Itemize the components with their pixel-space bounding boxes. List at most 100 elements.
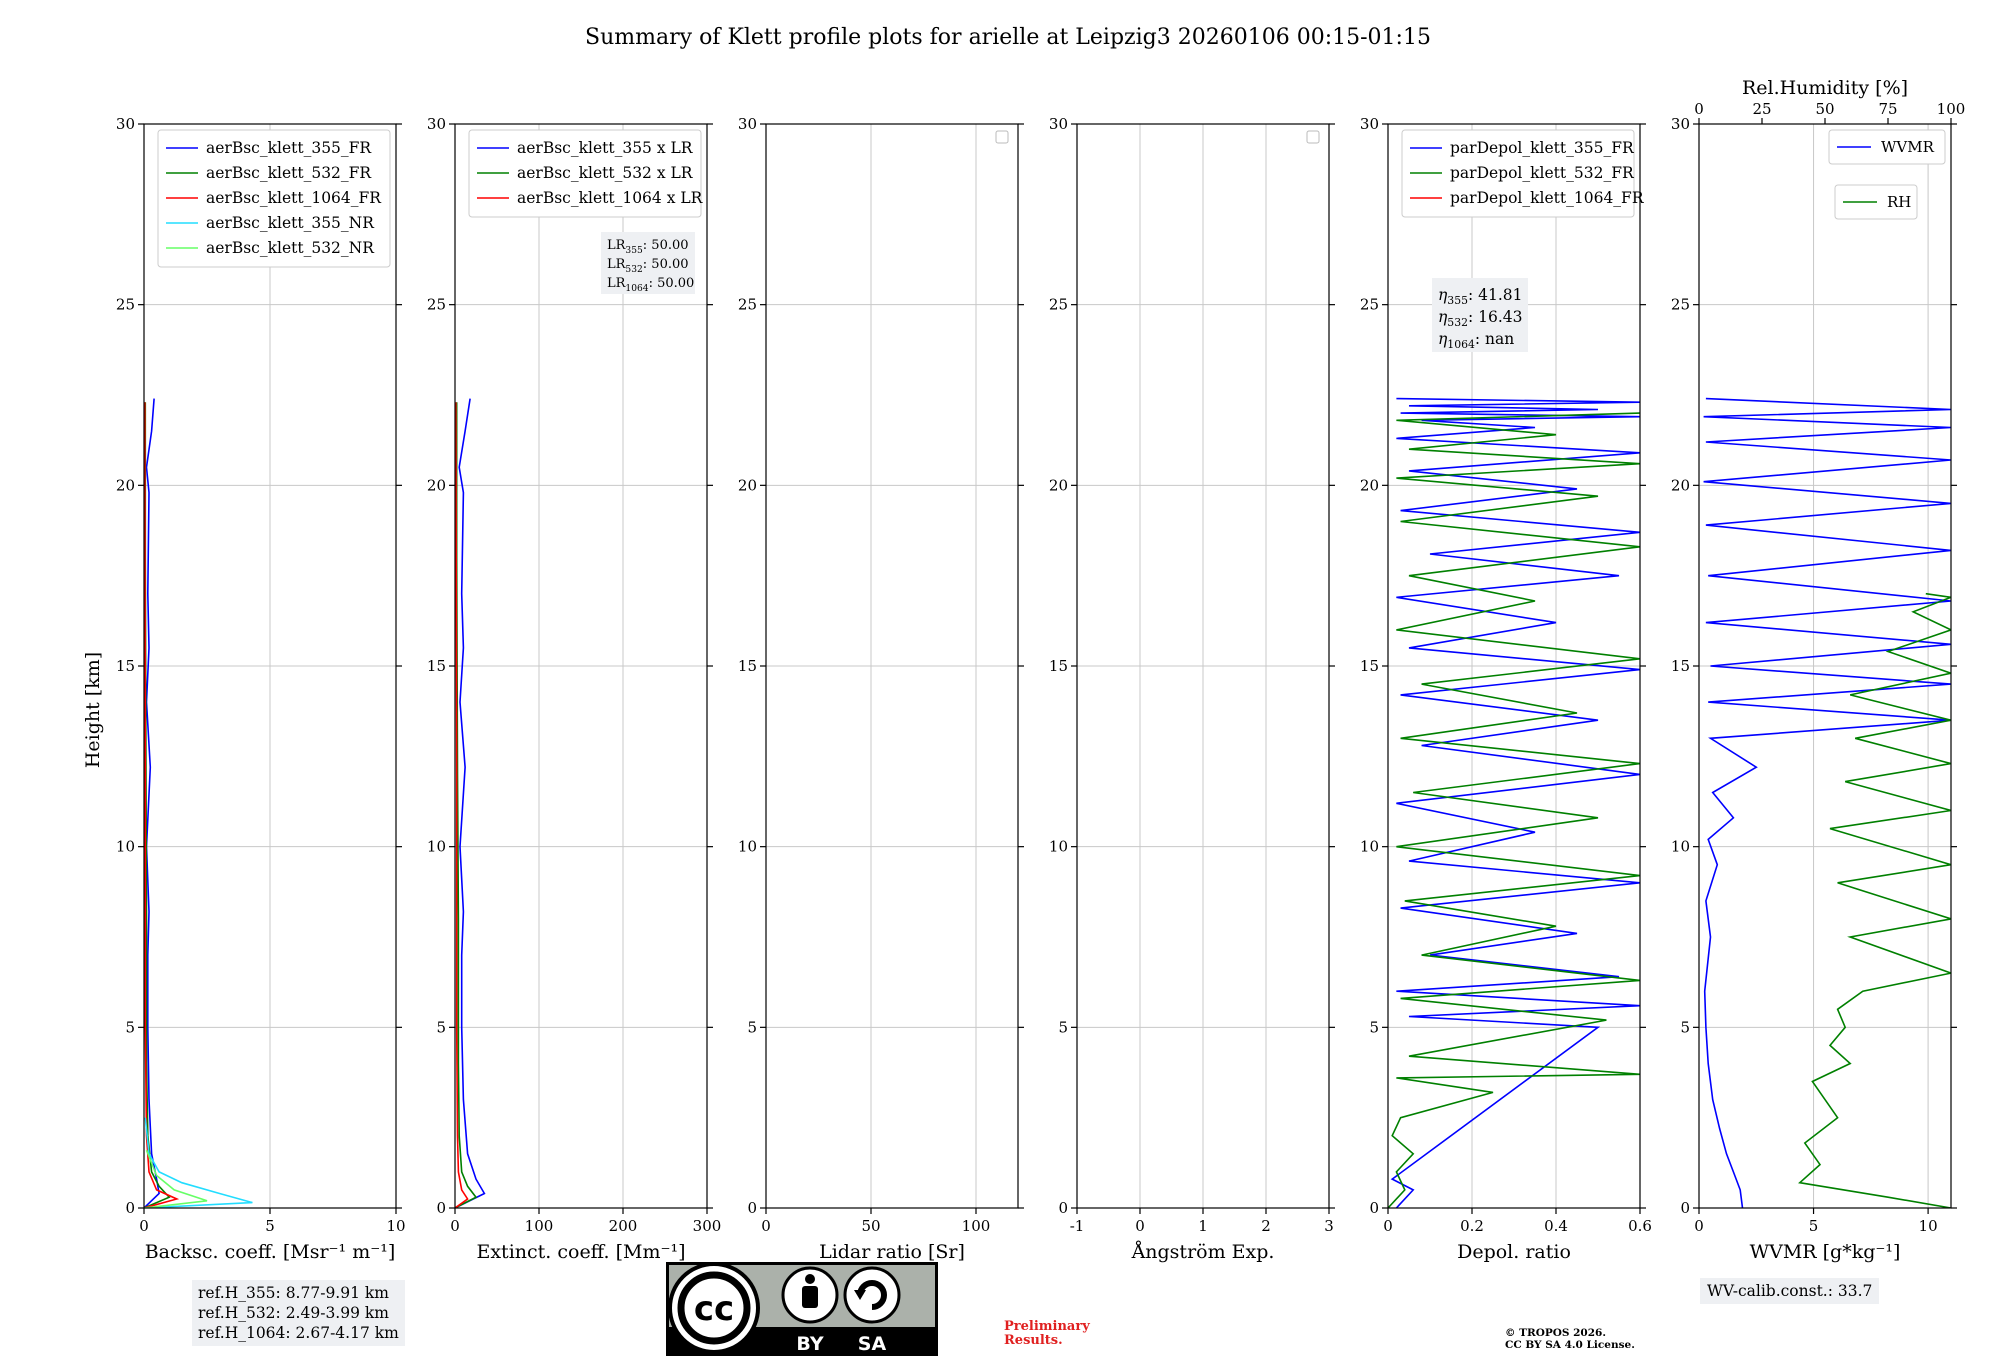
x-tick-label: 0 — [139, 1217, 149, 1235]
legend-WVMR: WVMR — [1828, 129, 1946, 165]
y-tick-label: 5 — [1058, 1018, 1068, 1036]
y-tick-label: 30 — [1671, 115, 1690, 133]
y-tick-label: 10 — [1049, 838, 1068, 856]
legend-label: aerBsc_klett_355 x LR — [517, 139, 694, 157]
copyright-line-2: CC BY SA 4.0 License. — [1505, 1339, 1635, 1351]
copyright-line-1: © TROPOS 2026. — [1505, 1327, 1607, 1339]
y-tick-label: 25 — [427, 296, 446, 314]
legend-label: aerBsc_klett_532_NR — [206, 239, 375, 257]
legend-label: parDepol_klett_1064_FR — [1450, 189, 1645, 207]
eta-value: η355: 41.81 — [1438, 286, 1523, 307]
legend-label: WVMR — [1881, 138, 1935, 156]
legend-box — [468, 129, 702, 218]
x-tick-label: 200 — [609, 1217, 638, 1235]
empty-legend-box — [995, 130, 1009, 144]
y-tick-label: 30 — [738, 115, 757, 133]
top-x-tick-label: 100 — [1937, 100, 1966, 118]
y-tick-label: 30 — [1049, 115, 1068, 133]
top-x-tick-label: 50 — [1815, 100, 1834, 118]
series-line-parDepol_klett_532_FR — [1388, 412, 1640, 1208]
legend-label: parDepol_klett_532_FR — [1450, 164, 1635, 182]
legend-RH: RH — [1834, 184, 1918, 220]
x-tick-label: 0 — [1135, 1217, 1145, 1235]
ref-height-532: ref.H_532: 2.49-3.99 km — [198, 1304, 389, 1322]
y-tick-label: 0 — [1680, 1199, 1690, 1217]
lidar-ratio-value: LR532: 50.00 — [607, 257, 689, 275]
y-tick-label: 25 — [1360, 296, 1379, 314]
series-line-WVMR — [1703, 397, 1951, 1208]
y-tick-label: 0 — [1058, 1199, 1068, 1217]
lidar-ratio-value: LR1064: 50.00 — [607, 276, 694, 294]
x-tick-label: 0.2 — [1460, 1217, 1484, 1235]
y-tick-label: 20 — [1671, 476, 1690, 494]
cc-by-sa-badge-icon: cc BY SA — [666, 1262, 938, 1356]
legend-box — [1401, 129, 1635, 218]
x-tick-label: 0.4 — [1544, 1217, 1568, 1235]
x-tick-label: 5 — [265, 1217, 275, 1235]
legend-box — [157, 129, 391, 268]
series-line-aerBsc_klett_532 x LR — [455, 402, 478, 1208]
x-tick-label: 2 — [1261, 1217, 1271, 1235]
y-tick-label: 0 — [436, 1199, 446, 1217]
x-tick-label: -1 — [1070, 1217, 1085, 1235]
ref-height-355: ref.H_355: 8.77-9.91 km — [198, 1284, 389, 1302]
preliminary-line-1: Preliminary — [1004, 1319, 1090, 1334]
legend-label: aerBsc_klett_355_NR — [206, 214, 375, 232]
panel-depolarization: 0 0.2 0.4 0.6 0 5 10 15 20 25 30 Depol. ratio parDep… — [1360, 115, 1652, 1263]
legend: parDepol_klett_355_FR parDepol_klett_532_… — [1401, 129, 1645, 218]
legend-label: aerBsc_klett_532 x LR — [517, 164, 694, 182]
x-axis-label: Extinct. coeff. [Mm⁻¹] — [476, 1241, 685, 1263]
lidar-ratio-value: LR355: 50.00 — [607, 238, 689, 256]
panel-backscatter: 0 5 10 0 5 10 15 20 25 30 Backsc. coeff. [Msr⁻¹ m⁻… — [116, 115, 406, 1263]
x-axis-label: WVMR [g*kg⁻¹] — [1750, 1241, 1901, 1263]
x-tick-label: 0 — [450, 1217, 460, 1235]
legend-label: RH — [1887, 193, 1911, 211]
y-tick-label: 5 — [1369, 1018, 1379, 1036]
ref-height-1064: ref.H_1064: 2.67-4.17 km — [198, 1324, 399, 1342]
series-group — [455, 398, 486, 1208]
y-tick-label: 10 — [1671, 838, 1690, 856]
legend-label: aerBsc_klett_532_FR — [206, 164, 372, 182]
empty-legend-box — [1306, 130, 1320, 144]
y-tick-label: 20 — [1360, 476, 1379, 494]
x-tick-label: 0 — [761, 1217, 771, 1235]
panel-extinction: 0 100 200 300 0 5 10 15 20 25 30 Extinct. coeff. [M… — [427, 115, 721, 1263]
legend-label: aerBsc_klett_355_FR — [206, 139, 372, 157]
legend: aerBsc_klett_355 x LR aerBsc_klett_532 x … — [468, 129, 704, 218]
y-tick-label: 5 — [747, 1018, 757, 1036]
y-tick-label: 10 — [1360, 838, 1379, 856]
y-tick-label: 15 — [1049, 657, 1068, 675]
cc-logo-text: cc — [694, 1289, 734, 1329]
y-tick-label: 10 — [116, 838, 135, 856]
y-tick-label: 0 — [747, 1199, 757, 1217]
legend: aerBsc_klett_355_FR aerBsc_klett_532_FRae… — [157, 129, 391, 268]
x-tick-label: 3 — [1324, 1217, 1334, 1235]
lidar-ratio-box — [601, 232, 695, 294]
y-tick-label: 5 — [125, 1018, 135, 1036]
y-tick-label: 15 — [1360, 657, 1379, 675]
x-axis-label: Depol. ratio — [1457, 1241, 1571, 1263]
legend-label: aerBsc_klett_1064 x LR — [517, 189, 704, 207]
eta-value: η532: 16.43 — [1438, 308, 1523, 329]
x-axis-label: Backsc. coeff. [Msr⁻¹ m⁻¹] — [145, 1241, 396, 1263]
series-line-aerBsc_klett_532_NR — [144, 1149, 208, 1208]
x-tick-label: 300 — [693, 1217, 722, 1235]
y-tick-label: 5 — [1680, 1018, 1690, 1036]
copyright-note: © TROPOS 2026. CC BY SA 4.0 License. — [1505, 1327, 1635, 1351]
y-tick-label: 25 — [1049, 296, 1068, 314]
legend-label: parDepol_klett_355_FR — [1450, 139, 1635, 157]
eta-box — [1432, 278, 1528, 352]
x-tick-label: 10 — [386, 1217, 405, 1235]
top-x-tick-label: 0 — [1694, 100, 1704, 118]
series-line-RH — [1798, 592, 1951, 1208]
preliminary-note: Preliminary Results. — [1004, 1320, 1090, 1348]
legend-box — [1828, 129, 1946, 165]
top-x-tick-label: 25 — [1752, 100, 1771, 118]
x-tick-label: 0.6 — [1628, 1217, 1652, 1235]
cc-sa-text: SA — [858, 1333, 887, 1355]
y-tick-label: 10 — [738, 838, 757, 856]
x-tick-label: 100 — [525, 1217, 554, 1235]
